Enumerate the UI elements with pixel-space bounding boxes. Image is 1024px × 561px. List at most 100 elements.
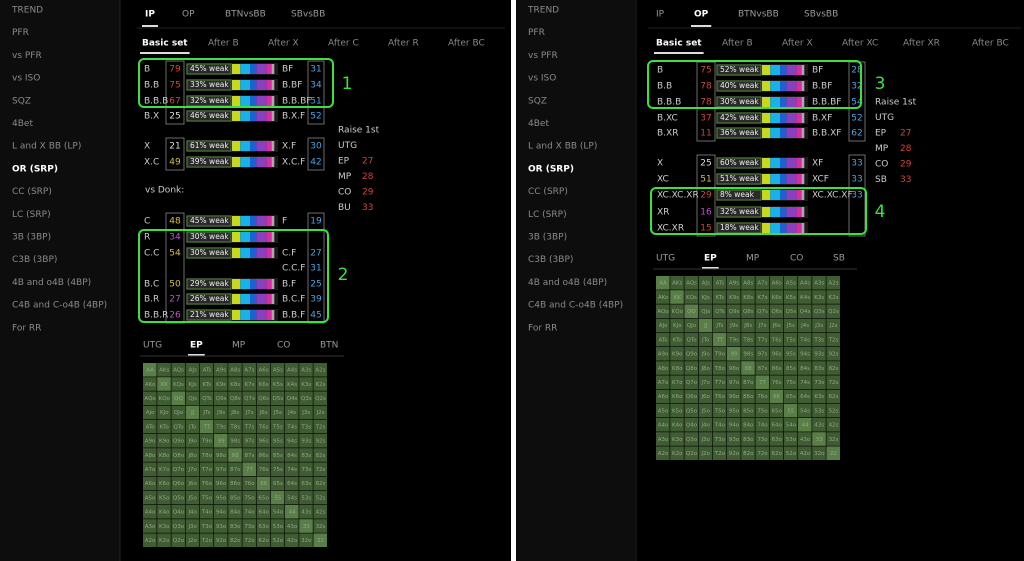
hand-cell[interactable] — [285, 419, 299, 434]
hand-cell[interactable] — [656, 304, 670, 318]
hand-cell[interactable] — [684, 290, 698, 304]
hand-cell[interactable] — [798, 446, 812, 460]
hand-cell[interactable] — [741, 375, 755, 389]
hand-cell[interactable] — [270, 462, 285, 476]
sidebar-item[interactable]: For RR — [12, 323, 41, 333]
hand-cell[interactable] — [783, 361, 798, 375]
hand-cell[interactable] — [256, 519, 271, 533]
hand-cell[interactable] — [143, 405, 157, 420]
hand-cell[interactable] — [143, 519, 157, 533]
hand-cell[interactable] — [727, 389, 741, 404]
hand-cell[interactable] — [143, 391, 157, 405]
hand-cell[interactable] — [755, 432, 769, 446]
hand-cell[interactable] — [684, 418, 698, 432]
hand-cell[interactable] — [157, 505, 171, 519]
hand-cell[interactable] — [755, 332, 769, 347]
hand-cell[interactable] — [270, 490, 285, 505]
hand-cell[interactable] — [769, 432, 784, 446]
hand-cell[interactable] — [285, 533, 299, 547]
hand-cell[interactable] — [712, 432, 727, 446]
hand-cell[interactable] — [783, 446, 798, 460]
sidebar-item[interactable]: C4B and C-o4B (4BP) — [12, 301, 107, 311]
hand-cell[interactable] — [157, 434, 171, 448]
hand-cell[interactable] — [299, 490, 313, 505]
hand-cell[interactable] — [256, 462, 271, 476]
hand-cell[interactable] — [769, 375, 784, 389]
hand-cell[interactable] — [712, 375, 727, 389]
hand-cell[interactable] — [313, 476, 327, 491]
subtab[interactable]: After X — [268, 39, 299, 49]
hand-cell[interactable] — [270, 391, 285, 405]
hand-cell[interactable] — [228, 405, 242, 420]
hand-cell[interactable] — [684, 432, 698, 446]
hand-cell[interactable] — [769, 446, 784, 460]
hand-cell[interactable] — [256, 391, 271, 405]
hand-cell[interactable] — [185, 391, 200, 405]
hand-cell[interactable] — [670, 418, 684, 432]
subtab[interactable]: Basic set — [142, 39, 188, 49]
hand-cell[interactable] — [228, 476, 242, 491]
hand-cell[interactable] — [812, 418, 826, 432]
hand-cell[interactable] — [741, 361, 755, 375]
hand-cell[interactable] — [783, 375, 798, 389]
hand-cell[interactable] — [698, 403, 713, 418]
hand-cell[interactable] — [270, 419, 285, 434]
position-tab[interactable]: BTN — [320, 341, 338, 351]
subtab[interactable]: After XR — [903, 39, 940, 49]
sidebar-item[interactable]: 3B (3BP) — [12, 233, 51, 243]
hand-cell[interactable] — [798, 347, 812, 361]
hand-cell[interactable] — [812, 432, 826, 446]
hand-cell[interactable] — [741, 347, 755, 361]
hand-cell[interactable] — [755, 418, 769, 432]
hand-cell[interactable] — [826, 332, 840, 347]
sidebar-item[interactable]: For RR — [528, 323, 557, 333]
position-tab[interactable]: CO — [277, 341, 290, 351]
hand-cell[interactable] — [256, 505, 271, 519]
hand-cell[interactable] — [826, 276, 840, 290]
hand-cell[interactable] — [741, 446, 755, 460]
sidebar-item[interactable]: 4Bet — [528, 119, 549, 129]
hand-cell[interactable] — [798, 290, 812, 304]
hand-cell[interactable] — [656, 403, 670, 418]
sidebar-item[interactable]: L and X BB (LP) — [528, 142, 597, 152]
hand-cell[interactable] — [270, 405, 285, 420]
hand-cell[interactable] — [242, 490, 256, 505]
hand-cell[interactable] — [242, 419, 256, 434]
hand-cell[interactable] — [299, 377, 313, 391]
position-tab[interactable]: CO — [790, 254, 803, 264]
hand-cell[interactable] — [143, 419, 157, 434]
hand-cell[interactable] — [712, 290, 727, 304]
hand-cell[interactable] — [769, 389, 784, 404]
hand-cell[interactable] — [656, 361, 670, 375]
hand-cell[interactable] — [670, 304, 684, 318]
hand-cell[interactable] — [670, 375, 684, 389]
position-tab[interactable]: EP — [190, 341, 203, 351]
hand-cell[interactable] — [214, 505, 228, 519]
hand-cell[interactable] — [698, 347, 713, 361]
hand-cell[interactable] — [656, 318, 670, 333]
hand-cell[interactable] — [826, 403, 840, 418]
subtab[interactable]: After C — [328, 39, 359, 49]
sidebar-item[interactable]: 3B (3BP) — [528, 233, 567, 243]
hand-cell[interactable] — [143, 434, 157, 448]
hand-cell[interactable] — [157, 377, 171, 391]
hand-cell[interactable] — [270, 448, 285, 462]
hand-cell[interactable] — [214, 419, 228, 434]
hand-cell[interactable] — [228, 448, 242, 462]
hand-cell[interactable] — [242, 434, 256, 448]
hand-cell[interactable] — [242, 533, 256, 547]
tab[interactable]: OP — [694, 10, 709, 20]
hand-cell[interactable] — [214, 448, 228, 462]
hand-cell[interactable] — [242, 505, 256, 519]
hand-cell[interactable] — [270, 434, 285, 448]
subtab[interactable]: After X — [782, 39, 813, 49]
hand-cell[interactable] — [256, 363, 271, 377]
hand-cell[interactable] — [698, 318, 713, 333]
hand-cell[interactable] — [698, 304, 713, 318]
hand-cell[interactable] — [285, 434, 299, 448]
hand-cell[interactable] — [712, 389, 727, 404]
hand-cell[interactable] — [712, 276, 727, 290]
hand-cell[interactable] — [698, 418, 713, 432]
hand-cell[interactable] — [214, 405, 228, 420]
hand-cell[interactable] — [769, 276, 784, 290]
